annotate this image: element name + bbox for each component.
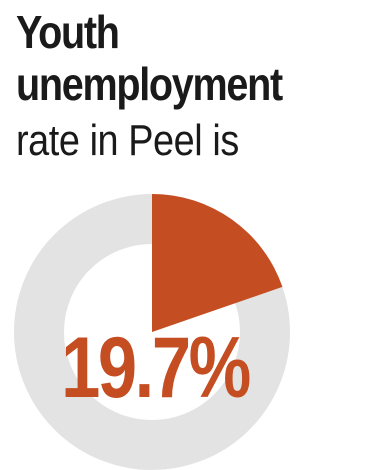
highlight-value-label: 19.7%	[61, 320, 251, 416]
chart-title-line-3: rate in Peel is	[16, 116, 239, 165]
chart-title-line-1: Youth	[16, 6, 120, 58]
donut-slice-highlight	[152, 194, 283, 332]
chart-title-line-2: unemployment	[16, 58, 283, 110]
